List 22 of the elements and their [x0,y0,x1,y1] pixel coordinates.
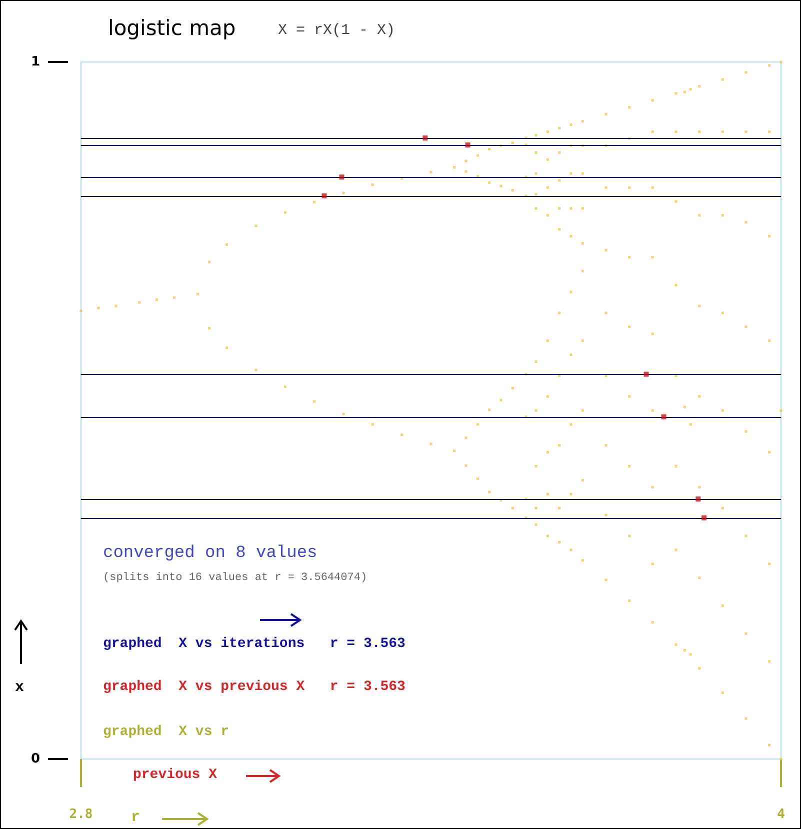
point [696,496,701,502]
annotation: (splits into 16 values at r = 3.5644074) [103,572,368,584]
chart-subtitle: X = rX(1 - X) [278,22,396,39]
chart-title: logistic map [108,16,236,40]
y-axis-title: x [15,679,24,696]
point [702,515,706,520]
point [322,193,327,198]
x-tick-label: 2.8 [69,807,93,822]
y-tick-label: 0 [30,752,40,766]
text: previous X [133,767,218,783]
annotation: graphed X vs r [103,724,230,740]
annotation: graphed X vs iterations r = 3.563 [103,636,406,652]
x-axis-title: r [131,809,140,826]
y-tick-label: 1 [30,54,40,70]
point [465,142,470,148]
annotation: converged on 8 values [103,544,318,563]
point [422,135,428,140]
annotation: graphed X vs previous X r = 3.563 [103,679,406,695]
point [661,414,666,420]
point [644,372,649,377]
point [339,174,344,180]
x-tick-label: 4 [777,807,786,822]
